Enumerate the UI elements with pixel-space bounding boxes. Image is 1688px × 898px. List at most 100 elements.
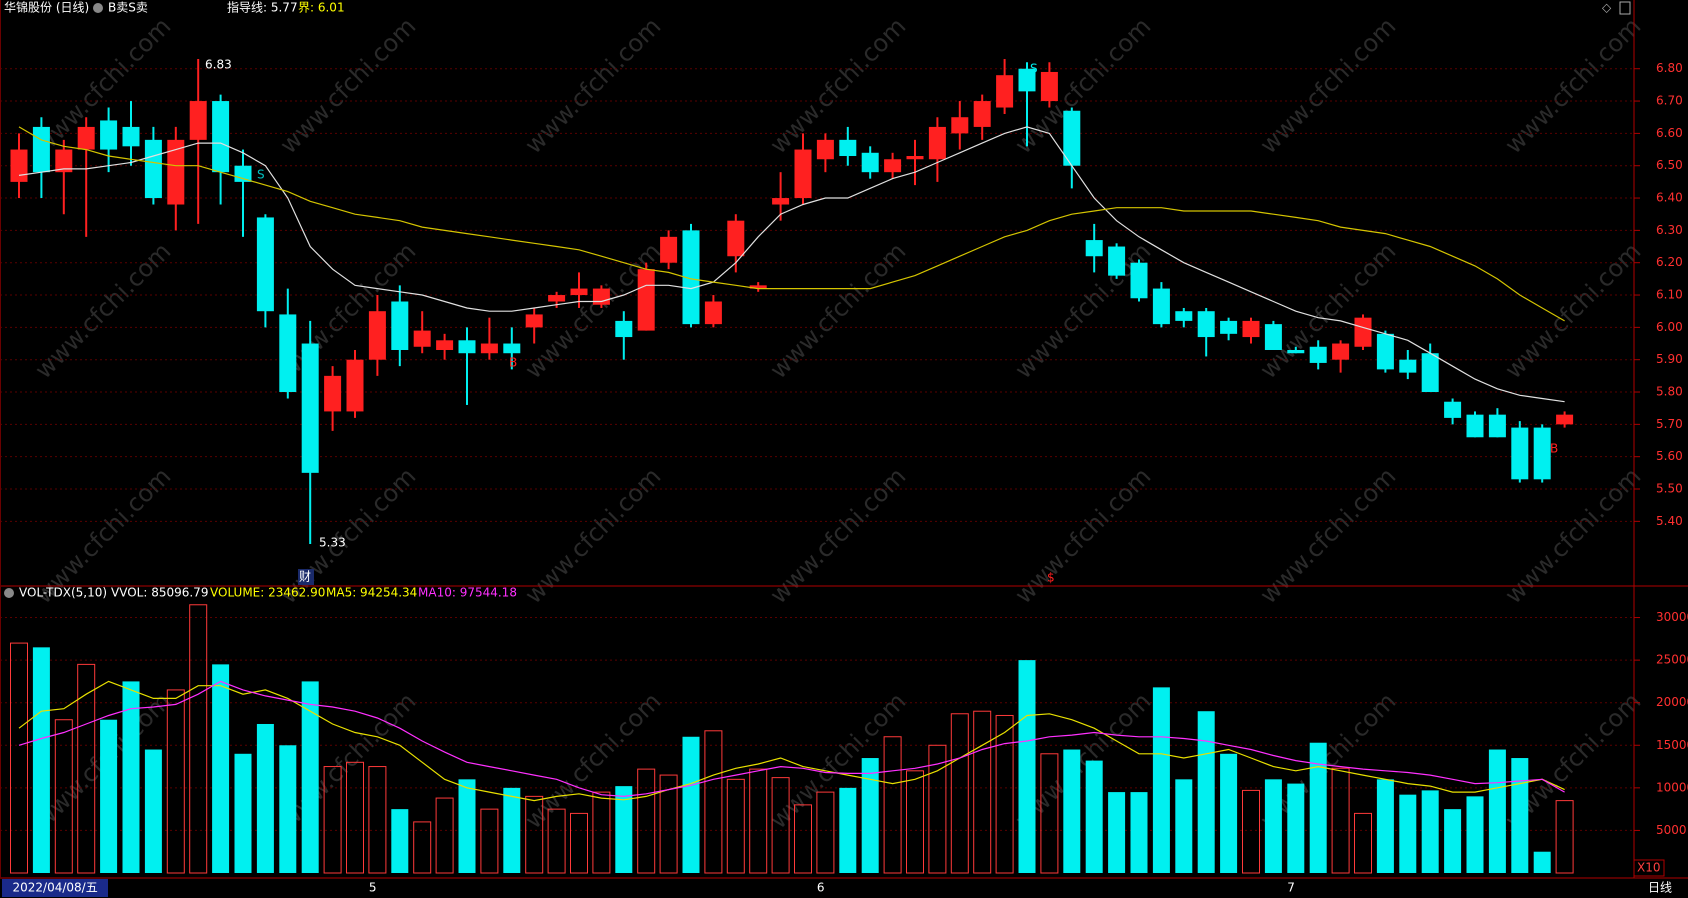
candle-body bbox=[1242, 320, 1260, 338]
volume-bar bbox=[1175, 779, 1193, 873]
candle-body bbox=[749, 285, 767, 289]
candle-body bbox=[1421, 353, 1439, 393]
candle-body bbox=[1197, 311, 1215, 338]
candle-body bbox=[503, 343, 521, 354]
volume-bar bbox=[1376, 779, 1394, 873]
volume-value: VOLUME: 23462.90 bbox=[210, 586, 325, 600]
volume-bar bbox=[301, 681, 319, 873]
y-tick-label: 25000 bbox=[1656, 653, 1688, 667]
candle-body bbox=[100, 120, 118, 150]
event-marker[interactable]: 财 bbox=[299, 570, 311, 584]
volume-bar bbox=[1063, 749, 1081, 873]
candle-body bbox=[973, 101, 991, 127]
y-tick-label: 30000 bbox=[1656, 610, 1688, 624]
volume-bar bbox=[435, 797, 454, 874]
candle-body bbox=[413, 330, 431, 347]
candle-body bbox=[1511, 427, 1529, 480]
volume-bar bbox=[1466, 796, 1484, 873]
candle-body bbox=[1130, 262, 1148, 299]
volume-bar bbox=[1130, 792, 1148, 873]
window-icon[interactable]: ◇ bbox=[1602, 1, 1612, 15]
period-label[interactable]: 日线 bbox=[1648, 881, 1672, 895]
candle-body bbox=[32, 126, 50, 173]
candle-body bbox=[77, 126, 95, 150]
volume-bar bbox=[10, 642, 28, 874]
volume-bar bbox=[726, 778, 745, 874]
volume-bar bbox=[77, 663, 96, 874]
volume-bar bbox=[1421, 790, 1439, 873]
candle-body bbox=[256, 217, 274, 312]
volume-bar bbox=[122, 681, 140, 873]
y-tick-label: 5.80 bbox=[1656, 385, 1683, 399]
volume-bar bbox=[1287, 783, 1305, 873]
sell-marker: $ bbox=[1047, 571, 1055, 585]
ma-line bbox=[18, 126, 1565, 403]
event-marker-bg bbox=[298, 569, 314, 585]
x-tick-label: 2022/04/08/五 bbox=[13, 881, 98, 895]
y-tick-label: 6.50 bbox=[1656, 158, 1683, 172]
y-tick-label: 6.30 bbox=[1656, 223, 1683, 237]
candle-body bbox=[682, 230, 700, 325]
volume-bar bbox=[166, 689, 185, 874]
candle-body bbox=[212, 101, 230, 173]
date-highlight bbox=[2, 879, 108, 897]
multiplier-box bbox=[1633, 859, 1665, 877]
volume-bar bbox=[1511, 758, 1529, 873]
candle-body bbox=[324, 375, 342, 412]
candle-body bbox=[1152, 288, 1170, 325]
candle-body bbox=[279, 314, 297, 393]
volume-bar bbox=[1040, 753, 1059, 874]
candle-body bbox=[480, 343, 498, 354]
candle-body bbox=[1488, 414, 1506, 438]
candle-body bbox=[548, 295, 566, 302]
candle-body bbox=[884, 159, 902, 173]
candle-body bbox=[525, 314, 543, 328]
volume-multiplier: X10 bbox=[1637, 861, 1661, 875]
candle-body bbox=[1040, 71, 1058, 102]
stock-title: 华锦股份 (日线) bbox=[4, 1, 89, 15]
volume-bar bbox=[1264, 779, 1282, 873]
candle-body bbox=[1287, 349, 1305, 354]
volume-bar bbox=[144, 749, 162, 873]
candle-body bbox=[122, 126, 140, 147]
volume-bar bbox=[973, 710, 992, 874]
volume-bar bbox=[615, 786, 633, 873]
volume-bar bbox=[861, 758, 879, 873]
volume-bar bbox=[950, 713, 969, 874]
candle-body bbox=[1466, 414, 1484, 438]
indicator-name: B卖S卖 bbox=[108, 1, 148, 15]
volume-bar bbox=[839, 787, 857, 873]
volume-bar bbox=[1197, 711, 1215, 873]
buy-signal: B bbox=[509, 356, 517, 370]
indicator-icon bbox=[4, 588, 14, 598]
candle-body bbox=[144, 139, 162, 199]
volume-bar bbox=[659, 774, 678, 874]
ma-line bbox=[18, 126, 1565, 322]
volume-bar bbox=[816, 791, 835, 874]
candle-body bbox=[951, 117, 969, 134]
volume-bar bbox=[637, 768, 656, 874]
candle-body bbox=[861, 152, 879, 173]
volume-bar bbox=[256, 723, 274, 873]
window-button[interactable] bbox=[1619, 1, 1631, 15]
volume-bar bbox=[1220, 753, 1238, 873]
volume-bar bbox=[1555, 800, 1574, 874]
volume-bar bbox=[704, 730, 723, 874]
y-tick-label: 20000 bbox=[1656, 695, 1688, 709]
sell-signal: S bbox=[1030, 62, 1038, 76]
volume-bar bbox=[189, 604, 208, 874]
volume-bar bbox=[1533, 851, 1551, 873]
candle-body bbox=[839, 139, 857, 157]
volume-bar bbox=[54, 719, 73, 874]
high-annotation: 6.83 bbox=[205, 58, 232, 72]
volume-bar bbox=[279, 745, 297, 873]
candle-body bbox=[301, 343, 319, 473]
candle-body bbox=[816, 139, 834, 160]
ma10-value: MA10: 97544.18 bbox=[418, 586, 517, 600]
volume-bar bbox=[749, 768, 768, 874]
y-tick-label: 5000 bbox=[1656, 823, 1687, 837]
volume-bar bbox=[1309, 742, 1327, 873]
candle-body bbox=[167, 139, 185, 205]
ma-line bbox=[18, 680, 1565, 798]
y-tick-label: 15000 bbox=[1656, 738, 1688, 752]
